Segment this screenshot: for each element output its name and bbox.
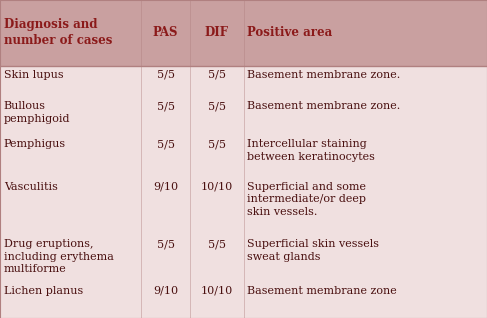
Text: Basement membrane zone.: Basement membrane zone. — [247, 101, 401, 111]
Text: 5/5: 5/5 — [157, 239, 174, 249]
Text: Bullous
pemphigoid: Bullous pemphigoid — [4, 101, 71, 124]
Text: Intercellular staining
between keratinocytes: Intercellular staining between keratinoc… — [247, 140, 375, 162]
Text: 5/5: 5/5 — [157, 101, 174, 111]
Text: Pemphigus: Pemphigus — [4, 140, 66, 149]
Text: 5/5: 5/5 — [157, 140, 174, 149]
Text: 9/10: 9/10 — [153, 182, 178, 192]
Text: Diagnosis and
number of cases: Diagnosis and number of cases — [4, 18, 112, 47]
Text: Lichen planus: Lichen planus — [4, 286, 83, 296]
Text: DIF: DIF — [205, 26, 229, 39]
Text: 5/5: 5/5 — [208, 101, 225, 111]
Bar — [0, 66, 487, 318]
Text: 10/10: 10/10 — [201, 286, 233, 296]
Text: 5/5: 5/5 — [208, 70, 225, 80]
Bar — [0, 0, 487, 66]
Text: 5/5: 5/5 — [157, 70, 174, 80]
Text: PAS: PAS — [153, 26, 178, 39]
Text: Superficial and some
intermediate/or deep
skin vessels.: Superficial and some intermediate/or dee… — [247, 182, 366, 217]
Text: Basement membrane zone: Basement membrane zone — [247, 286, 397, 296]
Text: 9/10: 9/10 — [153, 286, 178, 296]
Text: 10/10: 10/10 — [201, 182, 233, 192]
Text: 5/5: 5/5 — [208, 239, 225, 249]
Text: Skin lupus: Skin lupus — [4, 70, 63, 80]
Text: Drug eruptions,
including erythema
multiforme: Drug eruptions, including erythema multi… — [4, 239, 114, 274]
Text: Positive area: Positive area — [247, 26, 333, 39]
Text: Vasculitis: Vasculitis — [4, 182, 58, 192]
Text: 5/5: 5/5 — [208, 140, 225, 149]
Text: Superficial skin vessels
sweat glands: Superficial skin vessels sweat glands — [247, 239, 379, 261]
Text: Basement membrane zone.: Basement membrane zone. — [247, 70, 401, 80]
